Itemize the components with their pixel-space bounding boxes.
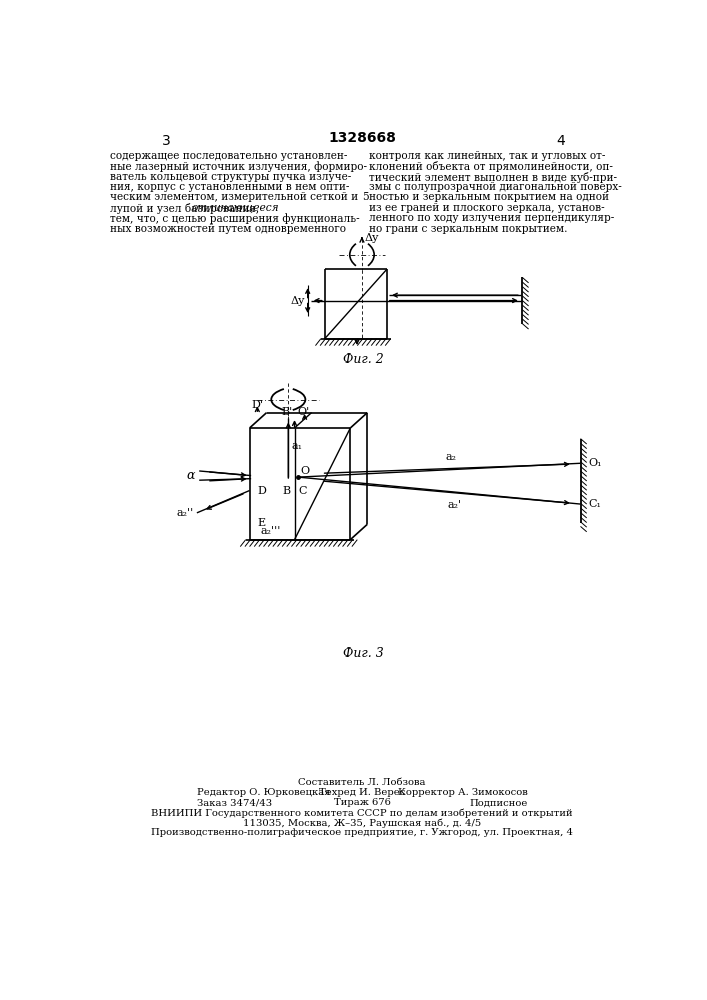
Text: C₁: C₁ (588, 499, 601, 509)
Text: тем, что, с целью расширения функциональ-: тем, что, с целью расширения функциональ… (110, 213, 360, 224)
Text: Составитель Л. Лобзова: Составитель Л. Лобзова (298, 778, 426, 787)
Text: контроля как линейных, так и угловых от-: контроля как линейных, так и угловых от- (369, 151, 605, 161)
Text: O₁: O₁ (588, 458, 602, 468)
Text: α: α (187, 469, 195, 482)
Text: 1328668: 1328668 (328, 131, 396, 145)
Text: тический элемент выполнен в виде куб-при-: тический элемент выполнен в виде куб-при… (369, 172, 617, 183)
Text: клонений объекта от прямолинейности, оп-: клонений объекта от прямолинейности, оп- (369, 161, 613, 172)
Text: 4: 4 (556, 134, 566, 148)
Text: 113035, Москва, Ж–35, Раушская наб., д. 4/5: 113035, Москва, Ж–35, Раушская наб., д. … (243, 818, 481, 828)
Text: из ее граней и плоского зеркала, установ-: из ее граней и плоского зеркала, установ… (369, 203, 604, 213)
Text: 5: 5 (362, 192, 368, 202)
Text: Фиг. 2: Фиг. 2 (343, 353, 384, 366)
Text: a₁: a₁ (291, 441, 303, 451)
Text: a₂: a₂ (445, 452, 457, 462)
Text: Редактор О. Юрковецкая: Редактор О. Юрковецкая (197, 788, 330, 797)
Text: лупой и узел базирования,: лупой и узел базирования, (110, 203, 262, 214)
Text: C: C (298, 486, 307, 496)
Text: змы с полупрозрачной диагональной поверх-: змы с полупрозрачной диагональной поверх… (369, 182, 621, 192)
Text: ватель кольцевой структуры пучка излуче-: ватель кольцевой структуры пучка излуче- (110, 172, 351, 182)
Text: ные лазерный источник излучения, формиро-: ные лазерный источник излучения, формиро… (110, 161, 367, 172)
Text: D': D' (252, 400, 264, 410)
Text: Δу: Δу (364, 233, 379, 243)
Text: a₂'': a₂'' (177, 508, 194, 518)
Text: Тираж 676: Тираж 676 (334, 798, 390, 807)
Text: ностью и зеркальным покрытием на одной: ностью и зеркальным покрытием на одной (369, 192, 609, 202)
Text: B': B' (281, 407, 293, 417)
Text: O': O' (298, 407, 310, 417)
Text: B: B (283, 486, 291, 496)
Text: ческим элементом, измерительной сеткой и: ческим элементом, измерительной сеткой и (110, 192, 358, 202)
Text: Фиг. 3: Фиг. 3 (343, 647, 384, 660)
Text: ВНИИПИ Государственного комитета СССР по делам изобретений и открытий: ВНИИПИ Государственного комитета СССР по… (151, 808, 573, 818)
Text: отличающееся: отличающееся (192, 203, 279, 213)
Text: 3: 3 (161, 134, 170, 148)
Text: ленного по ходу излучения перпендикуляр-: ленного по ходу излучения перпендикуляр- (369, 213, 614, 223)
Text: Производственно-полиграфическое предприятие, г. Ужгород, ул. Проектная, 4: Производственно-полиграфическое предприя… (151, 828, 573, 837)
Text: a₂': a₂' (448, 500, 462, 510)
Text: Заказ 3474/43: Заказ 3474/43 (197, 798, 272, 807)
Text: Подписное: Подписное (469, 798, 528, 807)
Text: O: O (300, 466, 310, 476)
Text: ния, корпус с установленными в нем опти-: ния, корпус с установленными в нем опти- (110, 182, 349, 192)
Text: D: D (257, 486, 267, 496)
Text: но грани с зеркальным покрытием.: но грани с зеркальным покрытием. (369, 224, 568, 234)
Text: a₂''': a₂''' (260, 526, 281, 536)
Text: Δу: Δу (291, 296, 305, 306)
Text: Техред И. Верес: Техред И. Верес (319, 788, 405, 797)
Text: ных возможностей путем одновременного: ных возможностей путем одновременного (110, 224, 346, 234)
Text: Корректор А. Зимокосов: Корректор А. Зимокосов (398, 788, 528, 797)
Text: содержащее последовательно установлен-: содержащее последовательно установлен- (110, 151, 347, 161)
Text: E: E (257, 518, 265, 528)
